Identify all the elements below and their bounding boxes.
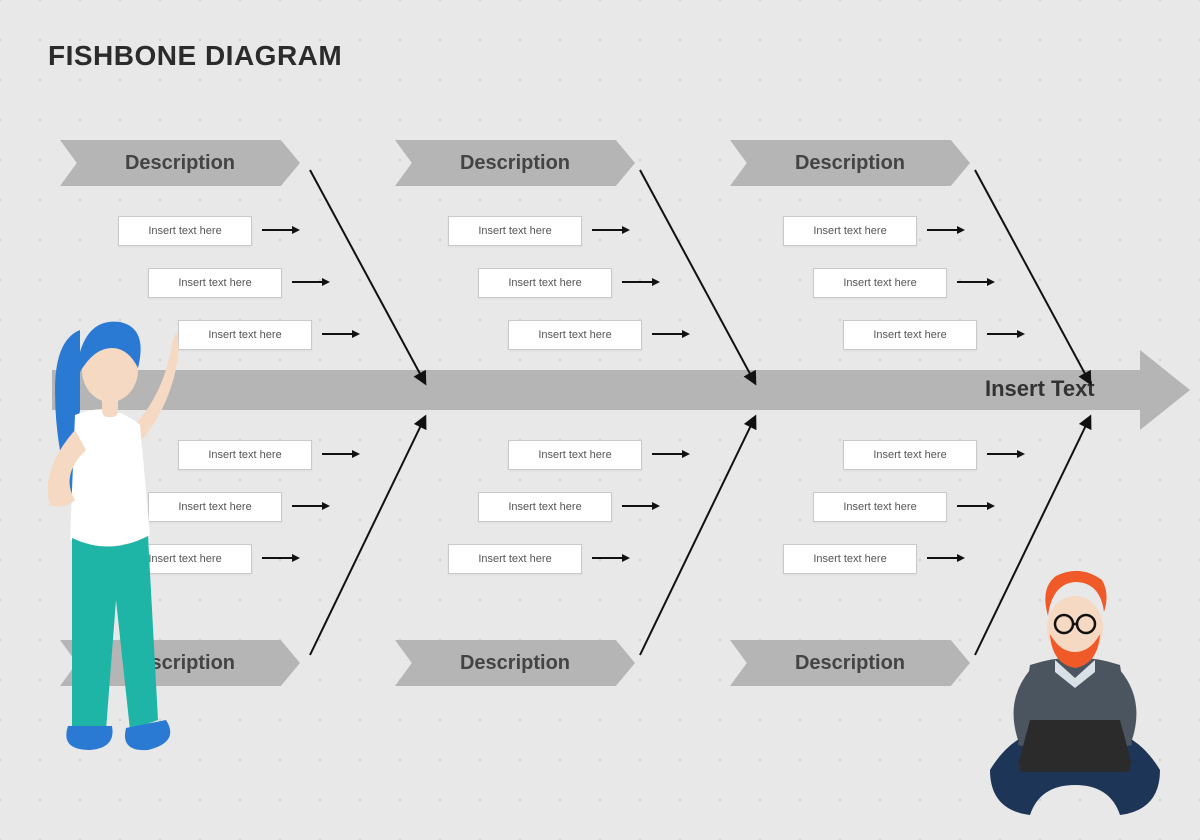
woman-illustration xyxy=(20,300,210,780)
cause-top-3-2: Insert text here xyxy=(843,320,977,350)
cause-bottom-2-1: Insert text here xyxy=(478,492,612,522)
category-top-3: Description xyxy=(730,140,970,186)
cause-bottom-2-2: Insert text here xyxy=(448,544,582,574)
cause-top-2-2: Insert text here xyxy=(508,320,642,350)
category-top-2: Description xyxy=(395,140,635,186)
category-top-1: Description xyxy=(60,140,300,186)
spine-body xyxy=(52,370,1140,410)
cause-bottom-3-2: Insert text here xyxy=(783,544,917,574)
cause-top-3-1: Insert text here xyxy=(813,268,947,298)
cause-top-1-1: Insert text here xyxy=(148,268,282,298)
spine-arrowhead xyxy=(1140,350,1190,430)
category-bottom-2: Description xyxy=(395,640,635,686)
cause-bottom-2-0: Insert text here xyxy=(508,440,642,470)
category-bottom-3: Description xyxy=(730,640,970,686)
cause-top-2-1: Insert text here xyxy=(478,268,612,298)
cause-top-3-0: Insert text here xyxy=(783,216,917,246)
diagram-title: FISHBONE DIAGRAM xyxy=(48,40,342,72)
man-illustration xyxy=(960,560,1190,830)
cause-bottom-3-1: Insert text here xyxy=(813,492,947,522)
cause-top-2-0: Insert text here xyxy=(448,216,582,246)
cause-bottom-3-0: Insert text here xyxy=(843,440,977,470)
cause-top-1-0: Insert text here xyxy=(118,216,252,246)
spine-label: Insert Text xyxy=(985,376,1095,402)
